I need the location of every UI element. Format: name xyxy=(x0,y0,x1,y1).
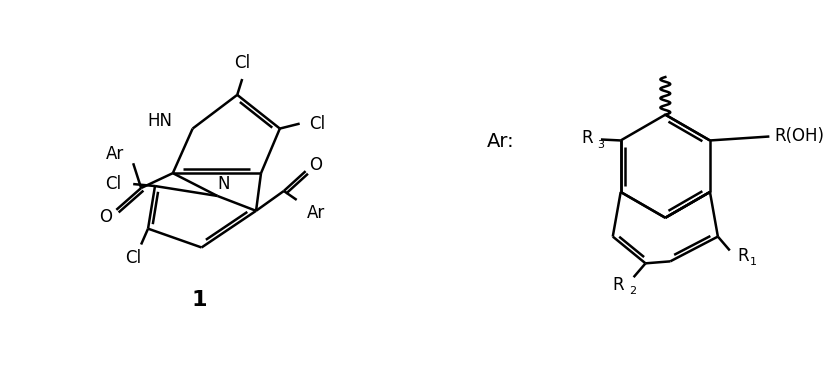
Text: N: N xyxy=(217,175,230,193)
Text: 1: 1 xyxy=(191,290,207,310)
Text: R(OH): R(OH) xyxy=(774,126,824,144)
Text: Ar:: Ar: xyxy=(487,132,515,151)
Text: 2: 2 xyxy=(629,286,636,296)
Text: R: R xyxy=(612,276,624,294)
Text: R: R xyxy=(581,130,593,147)
Text: O: O xyxy=(99,208,112,226)
Text: Ar: Ar xyxy=(106,145,125,163)
Text: O: O xyxy=(309,156,322,174)
Text: HN: HN xyxy=(148,112,173,130)
Text: Cl: Cl xyxy=(234,54,250,72)
Text: Cl: Cl xyxy=(125,250,141,267)
Text: 1: 1 xyxy=(750,257,757,267)
Text: R: R xyxy=(737,247,749,266)
Text: Cl: Cl xyxy=(105,175,121,193)
Text: 3: 3 xyxy=(597,141,604,150)
Text: Cl: Cl xyxy=(309,115,325,133)
Text: Ar: Ar xyxy=(307,204,324,222)
